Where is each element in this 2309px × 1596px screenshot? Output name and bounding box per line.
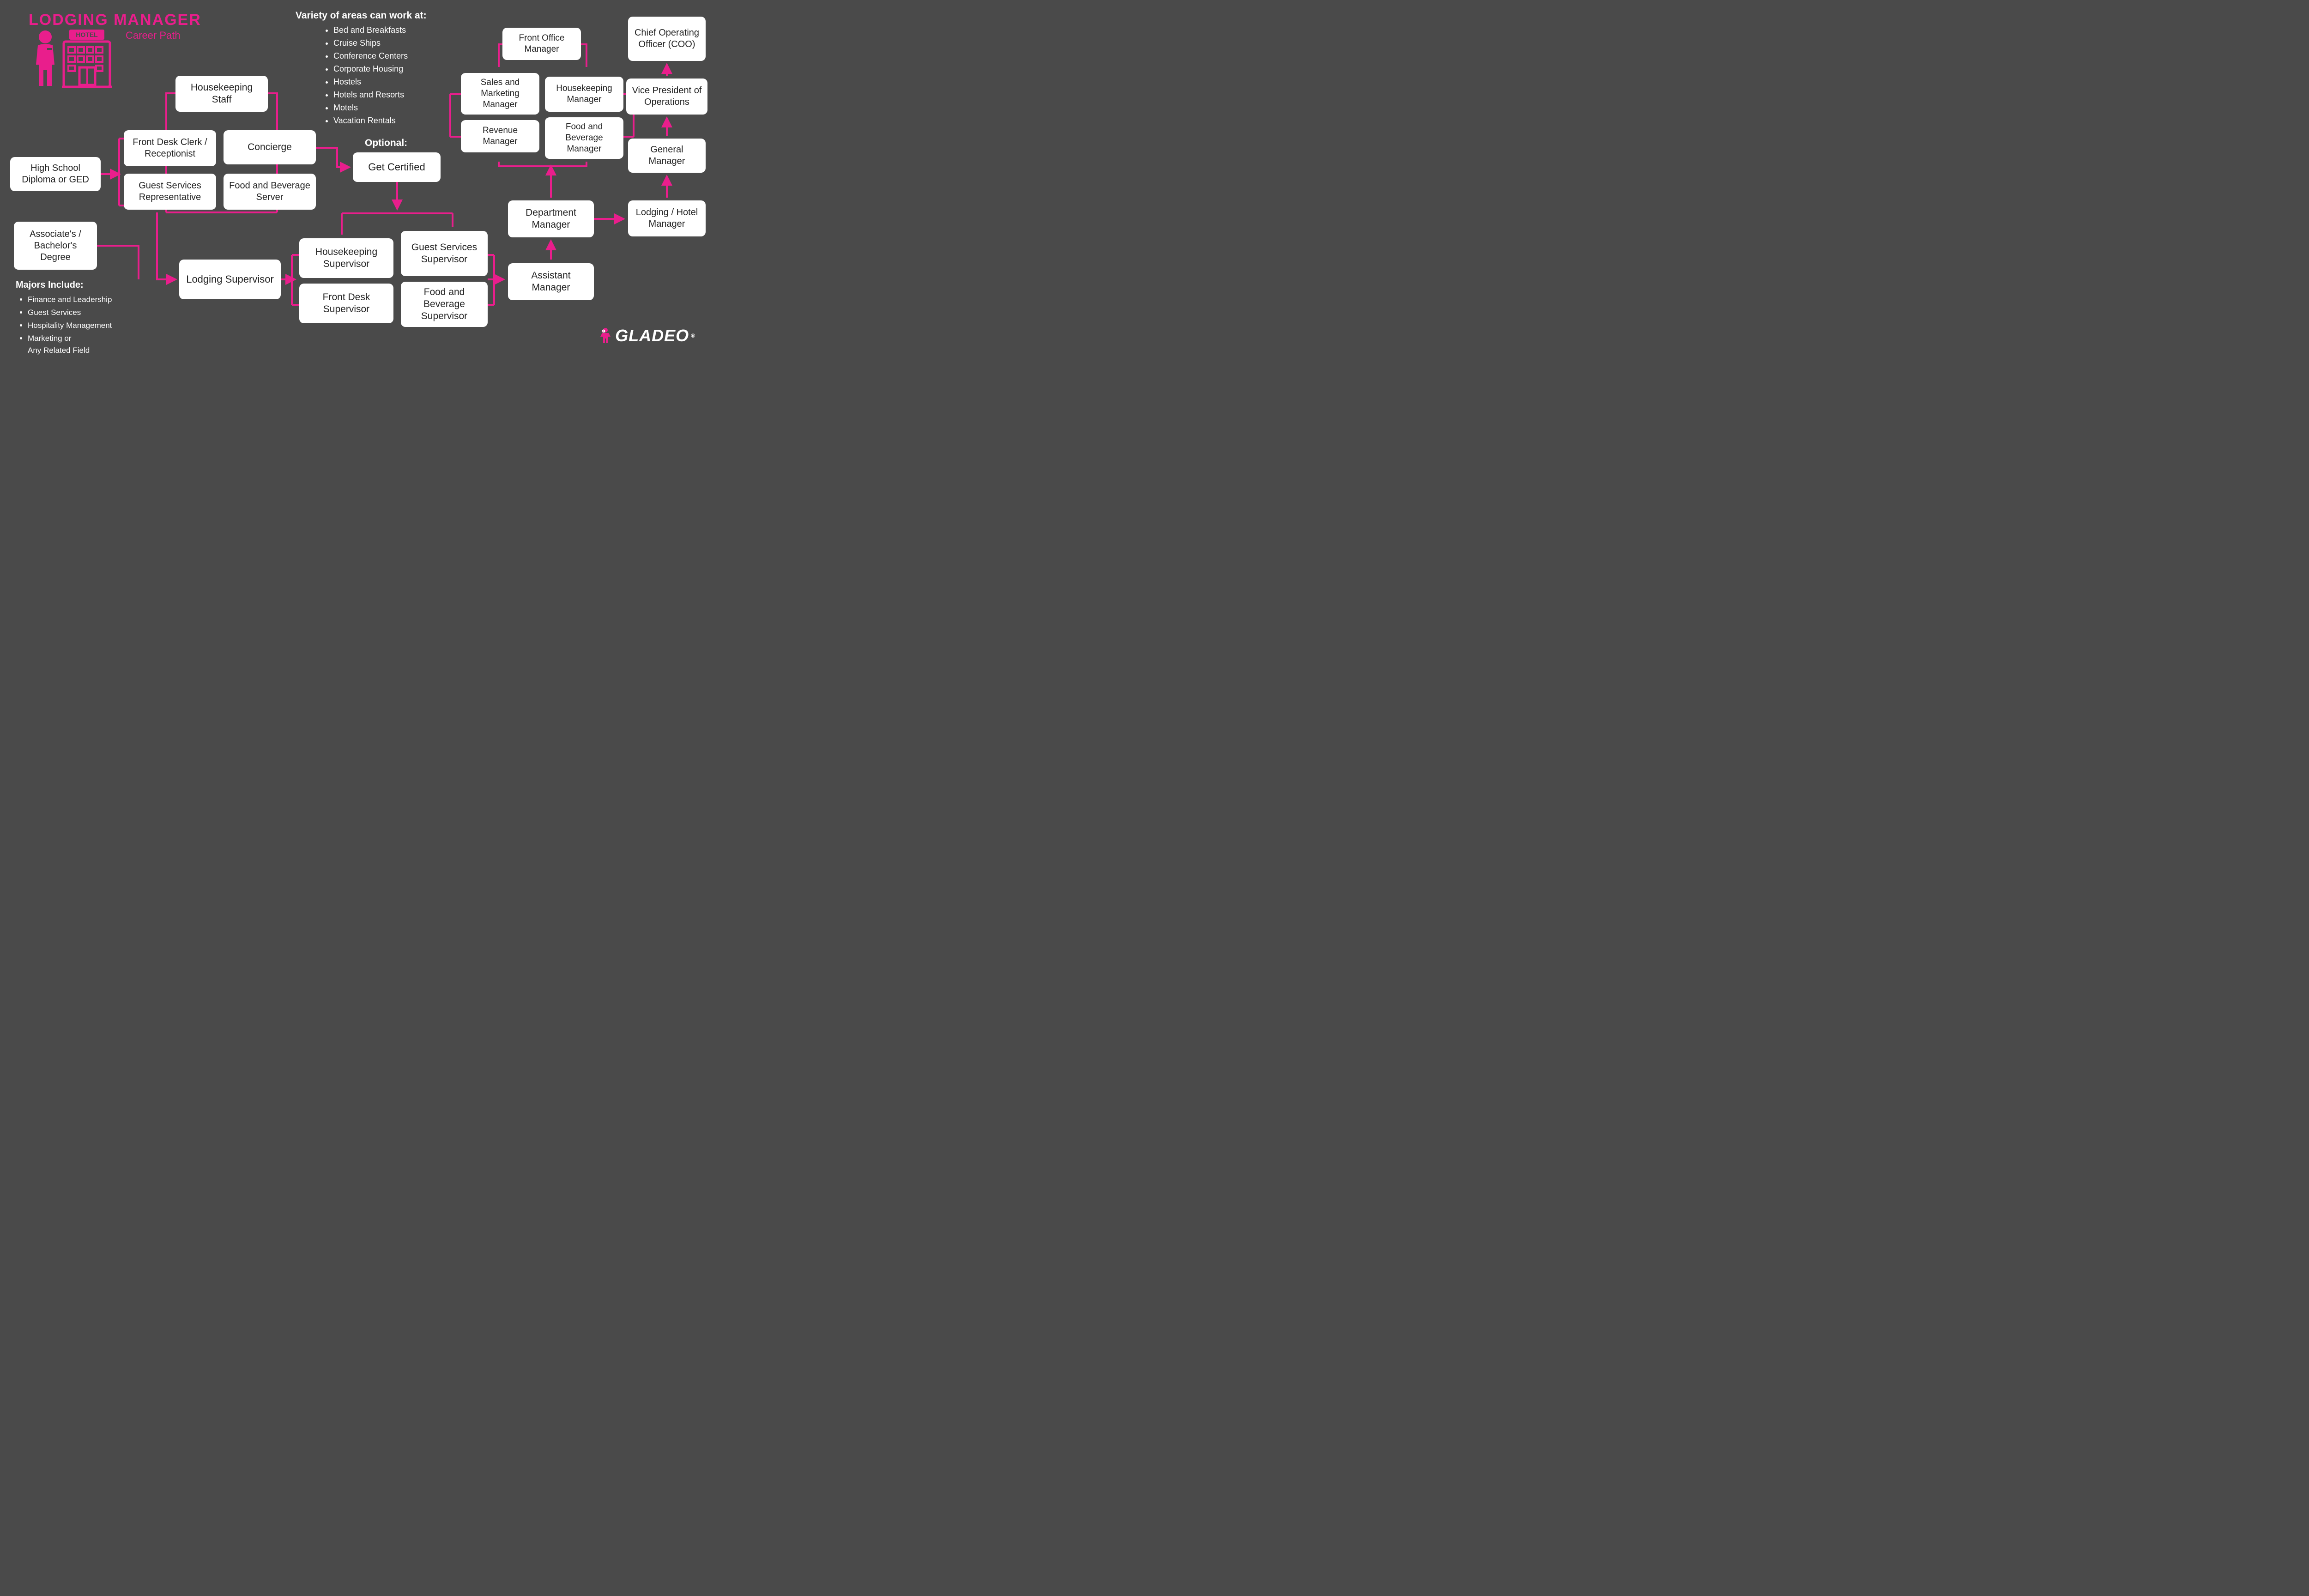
node-lodgemgr: Lodging / Hotel Manager	[628, 200, 706, 236]
areas-list-item: Hotels and Resorts	[333, 89, 408, 101]
areas-list-item: Motels	[333, 102, 408, 114]
svg-text:G: G	[603, 331, 605, 333]
majors-list-item: Hospitality Management	[28, 320, 112, 332]
majors-list-item: Guest Services	[28, 307, 112, 319]
page-subtitle: Career Path	[126, 30, 181, 42]
areas-list-item: Vacation Rentals	[333, 115, 408, 127]
node-guestsvc: Guest Services Representative	[124, 174, 216, 210]
gladeo-logo-icon: G	[599, 327, 611, 344]
node-hkmgr: Housekeeping Manager	[545, 77, 623, 112]
node-revmgr: Revenue Manager	[461, 120, 539, 152]
areas-list-item: Hostels	[333, 76, 408, 88]
node-hksup: Housekeeping Supervisor	[299, 238, 393, 278]
areas-list: Bed and BreakfastsCruise ShipsConference…	[323, 24, 408, 127]
logo-text: GLADEO	[615, 326, 689, 345]
node-smmgr: Sales and Marketing Manager	[461, 73, 539, 115]
majors-list-item: Finance and Leadership	[28, 294, 112, 306]
node-fbmgr: Food and Beverage Manager	[545, 117, 623, 159]
node-coo: Chief Operating Officer (COO)	[628, 17, 706, 61]
career-path-diagram: LODGING MANAGER Career Path HOTEL Variet…	[0, 0, 709, 355]
node-housekeeping: Housekeeping Staff	[175, 76, 268, 112]
node-asstmgr: Assistant Manager	[508, 263, 594, 300]
node-concierge: Concierge	[224, 130, 316, 164]
majors-list-item: Marketing orAny Related Field	[28, 332, 112, 357]
node-fbsup: Food and Beverage Supervisor	[401, 282, 488, 327]
svg-text:HOTEL: HOTEL	[76, 31, 98, 38]
node-fbserver: Food and Beverage Server	[224, 174, 316, 210]
node-lodgesup: Lodging Supervisor	[179, 260, 281, 299]
node-deptmgr: Department Manager	[508, 200, 594, 237]
majors-heading: Majors Include:	[16, 280, 84, 290]
node-vp: Vice President of Operations	[626, 79, 707, 115]
node-gssup: Guest Services Supervisor	[401, 231, 488, 276]
areas-list-item: Corporate Housing	[333, 63, 408, 75]
areas-list-item: Cruise Ships	[333, 37, 408, 49]
areas-list-item: Bed and Breakfasts	[333, 24, 408, 36]
node-getcert: Get Certified	[353, 152, 441, 182]
areas-list-item: Conference Centers	[333, 50, 408, 62]
gladeo-logo: G GLADEO ®	[599, 326, 695, 345]
node-gm: General Manager	[628, 139, 706, 173]
optional-label: Optional:	[365, 138, 407, 149]
node-fomgr: Front Office Manager	[502, 28, 581, 60]
hotel-person-icon: HOTEL	[29, 29, 112, 89]
node-frontdesk: Front Desk Clerk / Receptionist	[124, 130, 216, 166]
node-hs: High School Diploma or GED	[10, 157, 101, 191]
page-title: LODGING MANAGER	[29, 11, 201, 29]
node-fdsup: Front Desk Supervisor	[299, 284, 393, 323]
majors-list: Finance and LeadershipGuest ServicesHosp…	[18, 294, 112, 357]
node-degree: Associate's / Bachelor's Degree	[14, 222, 97, 270]
logo-reg: ®	[691, 332, 695, 339]
areas-heading: Variety of areas can work at:	[296, 10, 427, 21]
